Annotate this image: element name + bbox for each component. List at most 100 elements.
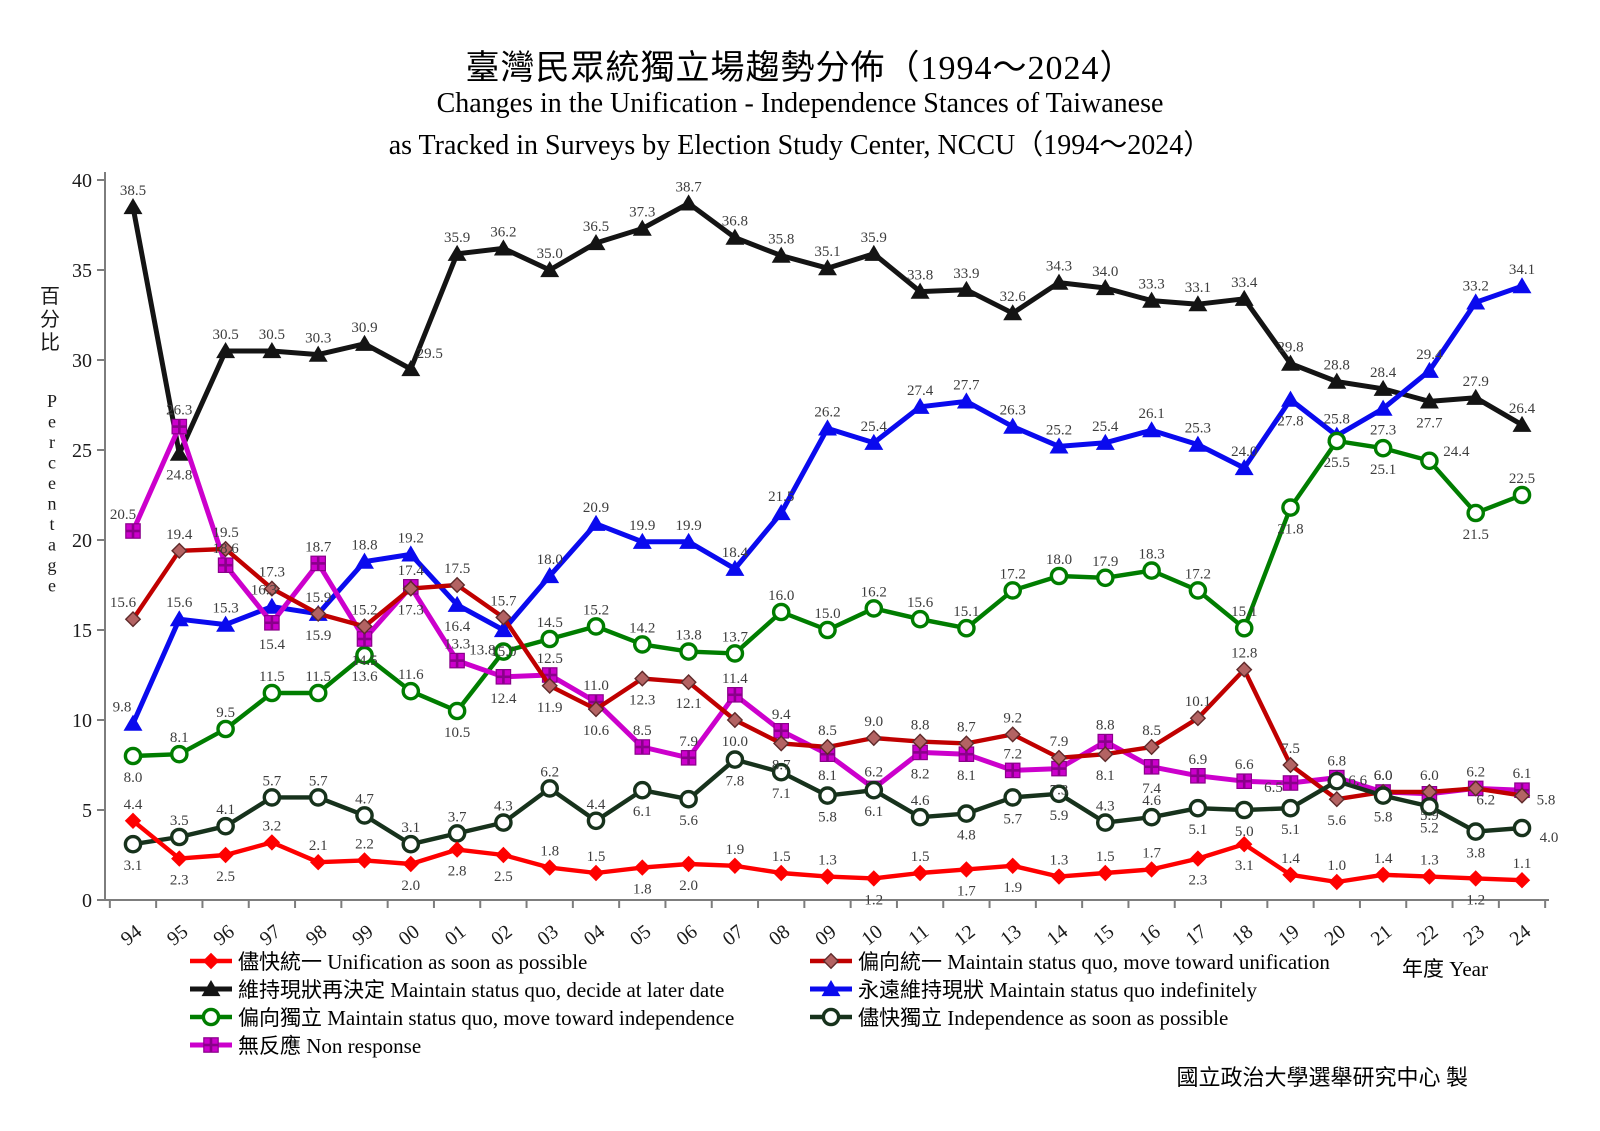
marker-sq_indefinitely [864,433,884,450]
data-label-lean_independence: 14.2 [629,620,655,636]
data-labels-unification_asap: 4.4 2.3 2.5 3.2 2.1 2.2 2.0 2.8 2.5 1.8 1.5 1.8 2.0 1… [124,797,1532,909]
marker-lean_unification [680,674,697,691]
data-label-lean_unification: 6.0 [1374,768,1393,784]
data-label-lean_independence: 16.0 [768,588,794,604]
data-label-independence_asap: 5.1 [1281,822,1300,838]
data-label-independence_asap: 5.1 [1189,822,1208,838]
marker-unification_asap [865,870,882,887]
marker-lean_unification [1328,791,1345,808]
data-label-lean_unification: 8.7 [772,757,791,773]
data-label-lean_independence: 17.2 [1185,566,1211,582]
data-label-sq_decide_later: 37.3 [629,205,655,221]
data-label-unification_asap: 1.5 [772,849,791,865]
data-label-non_response: 6.2 [864,764,883,780]
y-axis-title-zh: 百 [40,286,60,308]
y-axis-title-en: P [47,391,57,411]
data-label-lean_independence: 15.1 [1231,604,1257,620]
marker-lean_unification [217,540,234,558]
marker-unification_asap [448,841,466,858]
data-label-non_response: 6.2 [1466,764,1485,780]
data-label-sq_decide_later: 30.5 [212,327,238,343]
series-line-sq_indefinitely [130,283,1525,727]
data-label-unification_asap: 1.2 [1466,892,1485,908]
data-labels-lean_independence: 8.0 8.1 9.5 11.5 11.5 13.6 11.6 10.5 13.8 14.5 15.… [124,444,1536,786]
data-label-non_response: 18.7 [305,539,332,555]
marker-unification_asap [819,868,836,885]
marker-independence_asap [1373,786,1393,805]
marker-lean_unification [1282,756,1299,774]
data-label-lean_unification: 15.7 [490,593,517,609]
x-tick-label: 24 [1506,921,1535,951]
marker-sq_decide_later [1049,273,1069,290]
data-label-unification_asap: 1.8 [540,844,559,860]
data-label-non_response: 6.5 [1264,780,1283,796]
marker-lean_independence [633,635,652,654]
data-label-lean_unification: 12.3 [629,693,655,709]
marker-lean_unification [402,580,419,597]
series-independence_asap [123,750,1532,854]
data-label-lean_independence: 21.8 [1277,522,1303,538]
data-label-unification_asap: 2.5 [216,869,235,885]
data-label-sq_indefinitely: 27.4 [907,383,934,399]
data-label-non_response: 12.4 [490,691,517,707]
marker-sq_decide_later [725,228,745,245]
marker-independence_asap [679,789,698,809]
marker-independence_asap [447,824,467,843]
marker-unification_asap [356,852,373,869]
marker-sq_decide_later [1327,372,1347,389]
data-label-non_response: 6.8 [1327,754,1346,770]
marker-sq_indefinitely [1142,421,1162,438]
data-label-independence_asap: 4.3 [494,799,513,815]
marker-unification_asap [1467,870,1484,887]
marker-unification_asap [171,850,188,867]
data-label-non_response: 18.6 [212,541,239,557]
marker-sq_indefinitely [447,595,467,612]
marker-unification_asap [1328,873,1345,891]
data-label-sq_decide_later: 38.5 [120,183,146,199]
marker-lean_unification [1097,746,1114,763]
marker-sq_indefinitely [818,419,837,436]
data-label-lean_unification: 7.5 [1281,741,1300,757]
data-label-sq_indefinitely: 15.0 [490,644,516,660]
marker-lean_independence [1003,581,1023,600]
x-tick-label: 06 [672,921,701,951]
marker-independence_asap [1327,771,1347,791]
legend-marker-unification_asap [190,952,232,969]
data-label-lean_unification: 7.9 [1050,734,1069,750]
legend-item-lean_independence: 偏向獨立 Maintain status quo, move toward in… [188,1004,780,1030]
marker-sq_decide_later [493,239,513,256]
data-label-sq_indefinitely: 25.8 [1324,412,1350,428]
data-label-unification_asap: 2.2 [355,836,374,852]
data-label-sq_decide_later: 27.9 [1463,374,1489,390]
credit-footer: 國立政治大學選舉研究中心 製 [1176,1065,1468,1090]
marker-lean_independence [771,602,791,622]
marker-sq_indefinitely [1281,390,1300,407]
marker-sq_indefinitely [216,615,236,632]
marker-lean_independence [216,719,235,739]
y-tick-label: 5 [82,800,92,822]
data-label-sq_decide_later: 24.8 [166,468,192,484]
legend-label-independence_asap: 儘快獨立 Independence as soon as possible [858,1005,1229,1030]
marker-independence_asap [1420,797,1439,816]
marker-sq_decide_later [1281,354,1300,371]
data-label-lean_unification: 8.7 [957,719,976,735]
marker-unification_asap [1189,850,1207,867]
data-label-sq_indefinitely: 18.8 [351,538,377,554]
marker-lean_independence [1096,568,1115,588]
marker-sq_decide_later [1095,279,1115,296]
data-label-sq_indefinitely: 27.8 [1277,414,1303,430]
data-label-lean_independence: 17.2 [1000,566,1026,582]
marker-lean_independence [910,609,930,629]
marker-unification_asap [1513,872,1531,889]
marker-sq_decide_later [262,342,282,359]
marker-lean_unification [1143,738,1160,756]
data-label-lean_independence: 8.0 [124,770,143,786]
marker-independence_asap [1466,822,1485,841]
data-label-sq_decide_later: 28.4 [1370,365,1397,381]
data-label-lean_unification: 10.0 [722,734,748,750]
data-label-lean_independence: 17.9 [1092,554,1118,570]
marker-lean_unification [634,670,651,687]
marker-unification_asap [1143,861,1160,878]
x-tick-label: 94 [117,921,146,951]
data-label-independence_asap: 3.1 [401,820,420,836]
